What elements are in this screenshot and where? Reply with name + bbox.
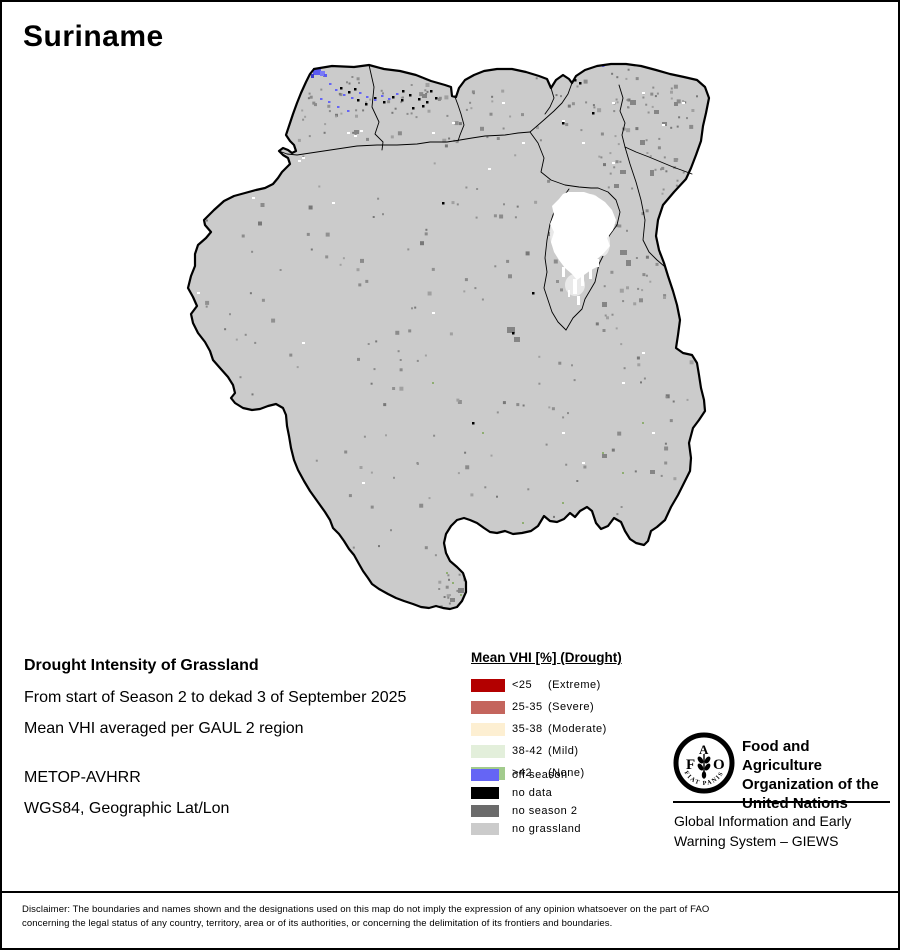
legend-swatch-severe xyxy=(471,700,505,714)
legend-vhi: Mean VHI [%] (Drought) <25 (Extreme) 25-… xyxy=(471,650,622,784)
legend-row-mild: 38-42 (Mild) xyxy=(471,740,622,762)
legend-row-no-season-2: no season 2 xyxy=(471,802,581,820)
projection-line: WGS84, Geographic Lat/Lon xyxy=(24,800,230,817)
legend-swatch-mild xyxy=(471,744,505,758)
wheat-ear-icon xyxy=(697,754,711,779)
legend-row-no-data: no data xyxy=(471,784,581,802)
legend-aux: off season no data no season 2 no grassl… xyxy=(471,766,581,838)
legend-row-extreme: <25 (Extreme) xyxy=(471,674,622,696)
reservoir-body xyxy=(550,192,616,280)
legend-swatch-no-data xyxy=(471,787,499,799)
reservoir xyxy=(550,192,616,305)
legend-swatch-no-grassland xyxy=(471,823,499,835)
legend-row-moderate: 35-38 (Moderate) xyxy=(471,718,622,740)
info-block: Drought Intensity of Grassland From star… xyxy=(24,657,406,831)
legend-row-no-grassland: no grassland xyxy=(471,820,581,838)
method-line: Mean VHI averaged per GAUL 2 region xyxy=(24,720,304,737)
country-fill xyxy=(188,64,709,609)
disclaimer: Disclaimer: The boundaries and names sho… xyxy=(2,891,898,948)
disclaimer-line-1: Disclaimer: The boundaries and names sho… xyxy=(22,904,710,915)
terrain-speckles xyxy=(197,65,705,609)
legend-row-off-season: off season xyxy=(471,766,581,784)
off-season-patch xyxy=(311,68,327,78)
legend-swatch-no-season-2 xyxy=(471,805,499,817)
footer-divider xyxy=(673,801,890,803)
svg-text:O: O xyxy=(713,757,725,773)
legend-swatch-off-season xyxy=(471,769,499,781)
period-line: From start of Season 2 to dekad 3 of Sep… xyxy=(24,689,407,706)
svg-text:F: F xyxy=(686,757,695,773)
map-product-title: Drought Intensity of Grassland xyxy=(24,657,259,674)
disclaimer-line-2: concerning the legal status of any count… xyxy=(22,918,613,929)
legend-row-severe: 25-35 (Severe) xyxy=(471,696,622,718)
page-title: Suriname xyxy=(23,20,164,53)
fao-logo-icon: F A O FIAT PANIS xyxy=(673,732,735,794)
svg-text:A: A xyxy=(699,742,709,757)
country-outline xyxy=(186,62,711,611)
giews-name: Global Information and Early Warning Sys… xyxy=(674,813,852,849)
legend-swatch-extreme xyxy=(471,678,505,692)
fao-org-name: Food and Agriculture Organization of the… xyxy=(742,738,879,812)
sensor-line: METOP-AVHRR xyxy=(24,769,141,786)
legend-swatch-moderate xyxy=(471,722,505,736)
legend-title: Mean VHI [%] (Drought) xyxy=(471,650,622,665)
